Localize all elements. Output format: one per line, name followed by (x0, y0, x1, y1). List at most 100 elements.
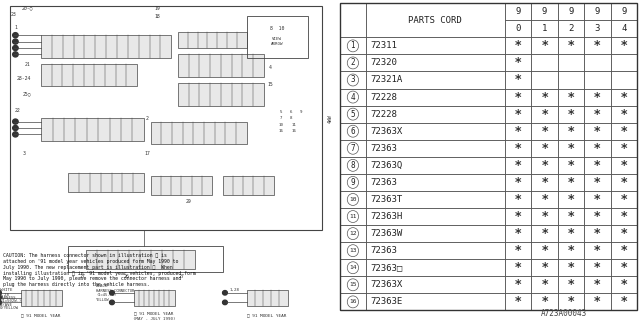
Circle shape (223, 300, 227, 305)
Text: *: * (541, 295, 548, 308)
Bar (558, 140, 584, 157)
Text: 15: 15 (349, 282, 356, 287)
Bar (531, 54, 558, 71)
Bar (340, 208, 365, 225)
Text: 0: 0 (515, 24, 521, 33)
Bar (505, 106, 531, 123)
Text: WHITE: WHITE (0, 288, 13, 292)
Text: *: * (515, 39, 522, 52)
Text: *: * (621, 39, 627, 52)
Bar (365, 123, 505, 140)
Bar (340, 191, 365, 208)
Bar (365, 259, 505, 276)
Text: *: * (621, 159, 627, 172)
Text: *: * (594, 142, 600, 155)
Circle shape (13, 132, 18, 137)
Text: 16: 16 (292, 129, 297, 133)
Bar (584, 54, 611, 71)
Bar (41, 118, 144, 141)
Bar (531, 37, 558, 54)
Bar (584, 208, 611, 225)
Bar (584, 71, 611, 89)
Bar (178, 54, 264, 77)
Text: *: * (594, 227, 600, 240)
Text: *: * (621, 176, 627, 189)
Text: 1: 1 (351, 41, 355, 50)
Text: 8: 8 (290, 116, 292, 120)
Circle shape (109, 291, 115, 295)
Bar (611, 71, 637, 89)
Text: 1: 1 (542, 24, 547, 33)
Bar (68, 173, 144, 192)
Text: *: * (568, 125, 574, 138)
Bar (584, 225, 611, 242)
Text: 22: 22 (14, 108, 20, 113)
Bar (611, 174, 637, 191)
Bar (611, 20, 637, 37)
Bar (584, 37, 611, 54)
Text: 72363: 72363 (370, 246, 397, 255)
Text: *: * (541, 39, 548, 52)
Text: PARTS CORD: PARTS CORD (408, 16, 462, 25)
Text: *: * (568, 278, 574, 291)
Text: 21: 21 (24, 61, 30, 67)
Bar (584, 20, 611, 37)
Bar (584, 106, 611, 123)
Text: *: * (568, 244, 574, 257)
Bar (584, 259, 611, 276)
Bar (584, 242, 611, 259)
Bar (505, 259, 531, 276)
Text: HARNESS CONNECTOR: HARNESS CONNECTOR (96, 289, 134, 292)
Text: *: * (515, 278, 522, 291)
Bar (365, 293, 505, 310)
Bar (246, 290, 287, 306)
Bar (340, 174, 365, 191)
Bar (340, 157, 365, 174)
Text: 9: 9 (621, 7, 627, 16)
Text: A723A00043: A723A00043 (541, 309, 588, 318)
Text: CAUTION: The harness connector shown in illustration ② is
attached on '91 model : CAUTION: The harness connector shown in … (3, 253, 196, 287)
Text: 27: 27 (79, 274, 85, 279)
Text: 7: 7 (280, 116, 282, 120)
Text: 72363W: 72363W (370, 229, 403, 238)
Text: *: * (541, 159, 548, 172)
Text: *: * (568, 295, 574, 308)
Text: *: * (568, 261, 574, 274)
Text: *: * (621, 125, 627, 138)
Text: 7: 7 (351, 144, 355, 153)
Text: (MAY - JULY 1990): (MAY - JULY 1990) (133, 317, 175, 320)
Bar (531, 140, 558, 157)
Text: W/AVE: W/AVE (0, 303, 12, 307)
Bar (611, 191, 637, 208)
Text: 1: 1 (14, 25, 17, 30)
Bar (505, 208, 531, 225)
Bar (531, 208, 558, 225)
Bar (584, 123, 611, 140)
Text: *: * (621, 142, 627, 155)
Text: 10: 10 (349, 197, 356, 202)
Text: 9: 9 (300, 110, 303, 114)
Text: 14: 14 (349, 265, 356, 270)
Bar (178, 83, 264, 106)
Bar (505, 71, 531, 89)
Text: 72363Q: 72363Q (370, 161, 403, 170)
Bar (611, 276, 637, 293)
Bar (505, 225, 531, 242)
Bar (365, 3, 505, 37)
Text: *: * (568, 159, 574, 172)
Text: 3: 3 (22, 151, 26, 156)
Text: 2: 2 (351, 59, 355, 68)
Bar (340, 3, 365, 37)
Text: *: * (541, 278, 548, 291)
Bar (365, 54, 505, 71)
Text: 72320: 72320 (370, 59, 397, 68)
Bar (365, 157, 505, 174)
Text: 8: 8 (351, 161, 355, 170)
Bar (611, 293, 637, 310)
Bar (558, 157, 584, 174)
Circle shape (13, 39, 18, 44)
Text: 72228: 72228 (370, 92, 397, 101)
Text: *: * (594, 125, 600, 138)
Bar (558, 106, 584, 123)
Bar (611, 225, 637, 242)
